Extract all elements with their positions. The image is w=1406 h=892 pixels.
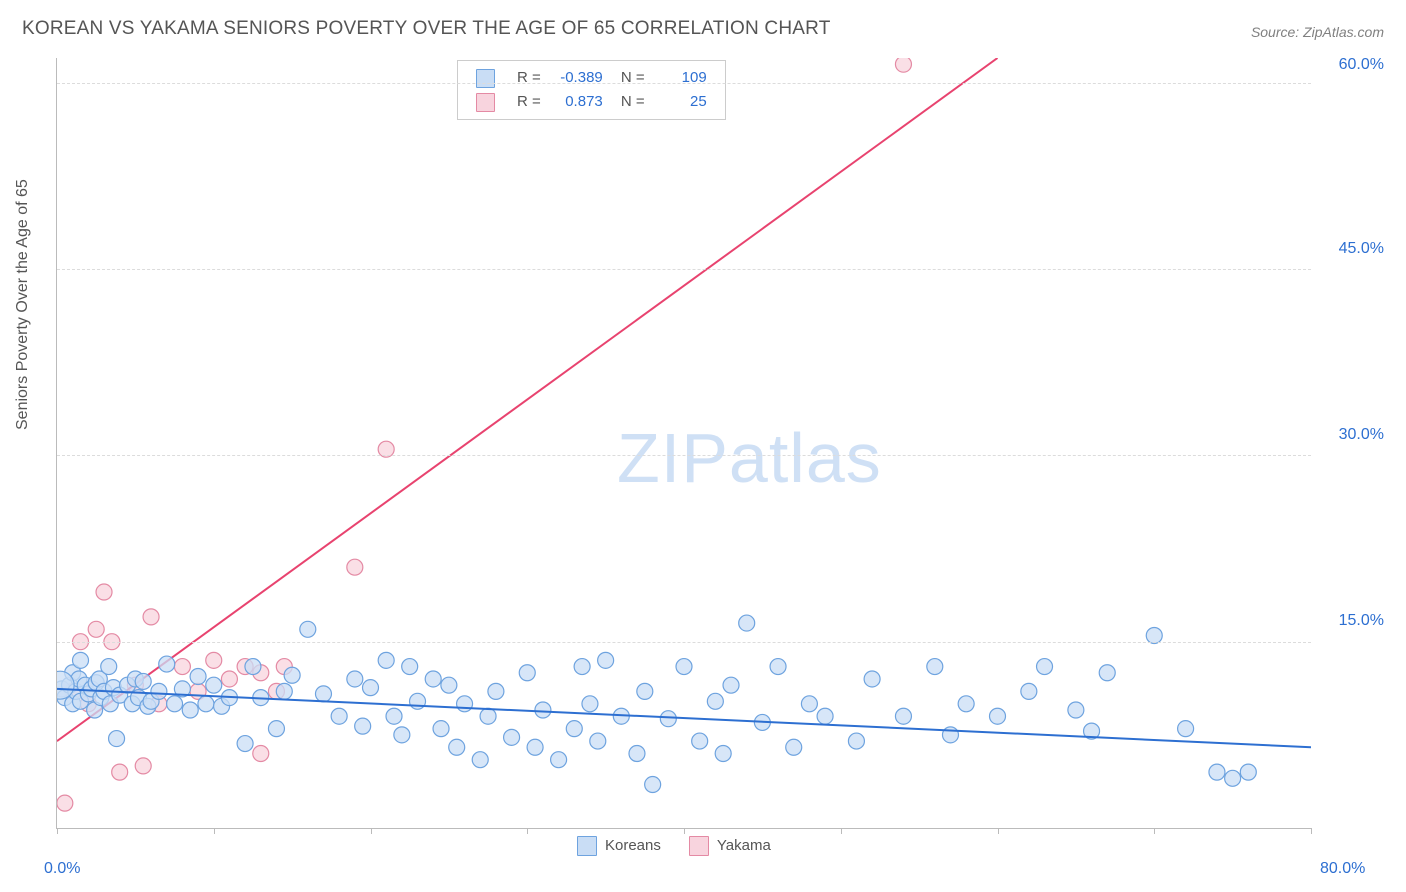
source-label: Source: ZipAtlas.com bbox=[1251, 24, 1384, 40]
legend-item-yakama: Yakama bbox=[689, 836, 771, 856]
stat-r-yakama: 0.873 bbox=[555, 91, 603, 113]
y-tick-15: 15.0% bbox=[1339, 612, 1384, 630]
legend-item-koreans: Koreans bbox=[577, 836, 661, 856]
y-tick-30: 30.0% bbox=[1339, 426, 1384, 444]
swatch-koreans-icon bbox=[577, 836, 597, 856]
y-axis-label: Seniors Poverty Over the Age of 65 bbox=[14, 179, 32, 430]
stat-r-koreans: -0.389 bbox=[555, 67, 603, 89]
y-tick-45: 45.0% bbox=[1339, 240, 1384, 258]
y-tick-60: 60.0% bbox=[1339, 56, 1384, 74]
stat-n-yakama: 25 bbox=[659, 91, 707, 113]
chart-title: KOREAN VS YAKAMA SENIORS POVERTY OVER TH… bbox=[22, 18, 831, 40]
stat-n-koreans: 109 bbox=[659, 67, 707, 89]
stats-row-yakama: R =0.873 N =25 bbox=[470, 91, 713, 113]
swatch-yakama bbox=[476, 93, 495, 112]
legend-label-yakama: Yakama bbox=[717, 837, 771, 854]
stats-row-koreans: R =-0.389 N =109 bbox=[470, 67, 713, 89]
scatter-svg bbox=[57, 58, 1311, 828]
x-tick-80: 80.0% bbox=[1320, 860, 1365, 878]
x-tick-0: 0.0% bbox=[44, 860, 80, 878]
watermark: ZIPatlas bbox=[617, 418, 882, 498]
watermark-strong: ZIP bbox=[617, 419, 729, 497]
stats-legend-box: R =-0.389 N =109 R =0.873 N =25 bbox=[457, 60, 726, 120]
series-legend: Koreans Yakama bbox=[577, 836, 771, 856]
plot-area: ZIPatlas R =-0.389 N =109 R =0.873 N =25… bbox=[56, 58, 1311, 829]
swatch-yakama-icon bbox=[689, 836, 709, 856]
watermark-light: atlas bbox=[729, 419, 882, 497]
swatch-koreans bbox=[476, 69, 495, 88]
legend-label-koreans: Koreans bbox=[605, 837, 661, 854]
